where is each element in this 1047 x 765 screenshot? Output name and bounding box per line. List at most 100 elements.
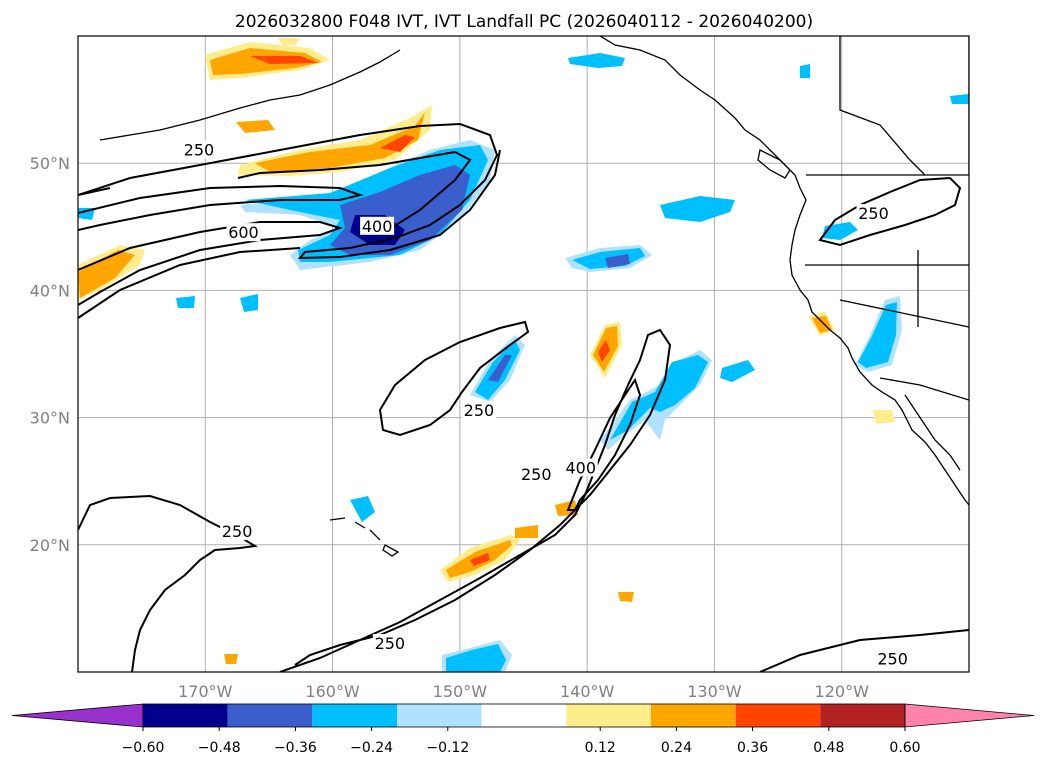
colorbar-segment (481, 704, 567, 727)
colorbar-tick-label: 0.60 (889, 740, 920, 756)
hawaii (329, 517, 400, 557)
colorbar-tick-label: 0.36 (737, 740, 768, 756)
contour-label: 250 (464, 401, 495, 420)
border-bc-alaska (839, 36, 969, 176)
colorbar-tick-label: −0.48 (198, 740, 241, 756)
colorbar-extend-high (904, 703, 1035, 728)
pc-region-negative (660, 196, 735, 222)
pc-region-positive (255, 112, 425, 172)
ivt-contour-250-se (759, 629, 969, 672)
pc-region-positive (250, 56, 318, 64)
border-mexico (879, 377, 969, 401)
colorbar-segment (566, 704, 651, 727)
chart-title: 2026032800 F048 IVT, IVT Landfall PC (20… (235, 12, 813, 32)
contour-label-bg (519, 464, 554, 483)
ivt-contour-250-central (378, 320, 530, 437)
x-tick-label: 160°W (305, 682, 360, 701)
contour-label: 250 (877, 649, 908, 668)
colorbar-frame (142, 703, 906, 728)
pc-region-positive (598, 340, 610, 362)
coastline-aleutians (99, 49, 401, 141)
map-frame (77, 35, 970, 673)
colorbar-segment (397, 704, 482, 727)
pc-region-negative (858, 302, 897, 368)
x-tick-label: 140°W (560, 682, 615, 701)
pc-region-negative (950, 94, 969, 104)
pc-region-negative (176, 296, 195, 308)
contour-label: 250 (858, 204, 889, 223)
pc-region-positive (618, 592, 634, 602)
map-background (78, 36, 969, 672)
colorbar-segment (735, 704, 821, 727)
colorbar-tick-label: 0.12 (585, 740, 616, 756)
coastline-gulf-california (904, 394, 961, 471)
y-tick-label: 40°N (30, 281, 70, 300)
pc-region-negative (610, 355, 708, 440)
pc-region-positive (224, 654, 238, 664)
pc-region-positive (812, 316, 832, 333)
contour-label: 400 (362, 217, 393, 236)
pc-region-negative (350, 496, 375, 522)
contour-label: 250 (222, 522, 253, 541)
pc-region-negative (568, 53, 625, 68)
x-tick-label: 120°W (815, 682, 870, 701)
contour-label-bg (875, 649, 910, 668)
contour-label-bg (461, 401, 496, 420)
contour-label-bg (360, 216, 395, 235)
x-tick-labels: 170°W 160°W 150°W 140°W 130°W 120°W (178, 682, 869, 701)
colorbar-tick-label: −0.24 (350, 740, 393, 756)
y-tick-label: 50°N (30, 154, 70, 173)
coastlines (99, 36, 969, 557)
pc-region-negative (488, 355, 512, 382)
y-tick-label: 20°N (30, 536, 70, 555)
colorbar-extend-low (11, 703, 144, 728)
ivt-contour-250-subtrop (279, 328, 672, 672)
pc-region-positive (78, 250, 135, 298)
x-tick-label: 170°W (178, 682, 233, 701)
map-content: 250 600 400 250 250 400 250 250 250 250 (78, 36, 969, 672)
contour-label: 250 (184, 140, 215, 159)
pc-region-positive (236, 120, 275, 133)
colorbar: −0.60 −0.48 −0.36 −0.24 −0.12 0.12 0.24 0.36 0.4… (11, 703, 1035, 756)
y-tick-labels: 20°N 30°N 40°N 50°N (30, 154, 70, 555)
ivt-contour-400-subtrop (566, 377, 642, 511)
contour-label-bg (220, 522, 255, 541)
contour-label-bg (372, 634, 407, 653)
colorbar-tick-label: −0.12 (426, 740, 469, 756)
pc-region-positive (515, 525, 538, 538)
coastline-alaska (599, 36, 969, 506)
ivt-contour-250-west (78, 247, 301, 319)
colorbar-segment (820, 704, 905, 727)
ivt-contour-250-north (78, 122, 501, 260)
pc-region-positive (470, 553, 490, 566)
pc-region-positive (873, 410, 895, 424)
contour-label: 250 (375, 634, 406, 653)
contour-label-bg (181, 140, 216, 159)
border-states (805, 250, 969, 328)
pc-region-positive (278, 38, 300, 45)
colorbar-segment (651, 704, 736, 727)
contour-label-bg (226, 223, 261, 242)
colorbar-tick-label: 0.48 (813, 740, 844, 756)
colorbar-tick-label: −0.36 (274, 740, 317, 756)
ivt-contour-250-sw (78, 494, 258, 672)
colorbar-segment (312, 704, 397, 727)
contour-label: 400 (566, 458, 597, 477)
colorbar-tick-label: −0.60 (122, 740, 165, 756)
ivt-contour-600-north (78, 221, 344, 306)
pc-region-negative (800, 64, 810, 78)
pc-region-negative (240, 294, 258, 312)
pc-region-negative (720, 360, 755, 382)
colorbar-segment (143, 704, 228, 727)
gridlines (78, 36, 969, 672)
x-tick-label: 130°W (687, 682, 742, 701)
contour-label: 250 (521, 465, 552, 484)
ivt-contour-400-north (78, 150, 472, 236)
colorbar-segment (227, 704, 313, 727)
contour-labels: 250 600 400 250 250 400 250 250 250 250 (181, 140, 910, 668)
contour-label-bg (563, 458, 598, 477)
x-tick-label: 150°W (433, 682, 488, 701)
pc-region-negative (605, 254, 630, 268)
y-tick-label: 30°N (30, 409, 70, 428)
